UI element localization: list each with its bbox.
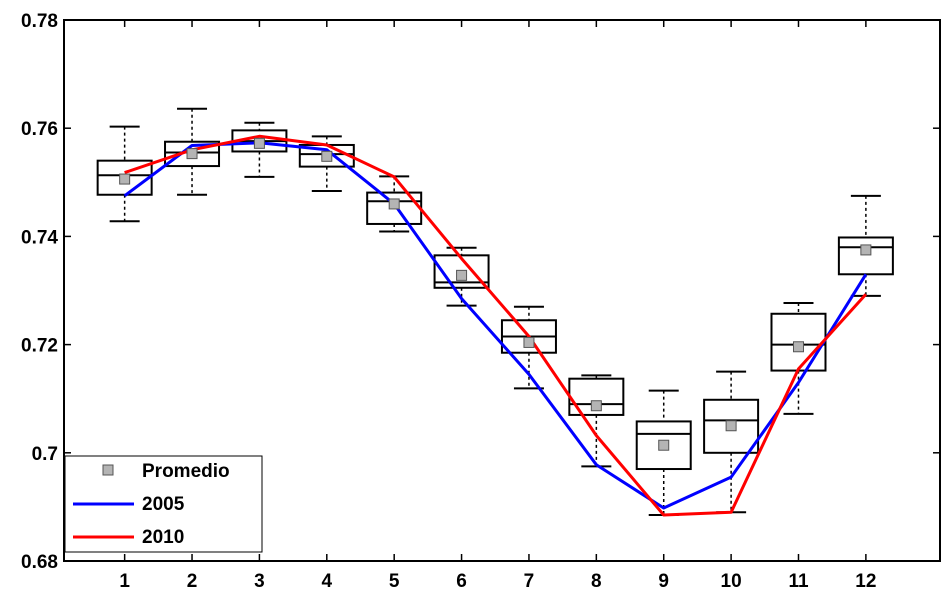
axes-frame bbox=[63, 19, 941, 562]
box-3 bbox=[231, 121, 288, 178]
mean-marker bbox=[388, 198, 400, 210]
x-tick-label: 1 bbox=[119, 571, 130, 592]
legend-2010-label: 2010 bbox=[142, 527, 184, 548]
mean-marker bbox=[792, 341, 804, 353]
box-iqr bbox=[703, 398, 760, 454]
x-tick-label: 10 bbox=[721, 571, 742, 592]
y-tick-label: 0.74 bbox=[21, 227, 58, 248]
y-tick-label: 0.76 bbox=[21, 119, 58, 140]
mean-marker bbox=[456, 269, 468, 281]
mean-marker bbox=[321, 150, 333, 162]
series-line-2010 bbox=[124, 134, 868, 517]
mean-marker bbox=[658, 439, 670, 451]
legend-promedio-marker bbox=[102, 464, 114, 476]
x-tick-label: 9 bbox=[658, 571, 669, 592]
y-tick-label: 0.68 bbox=[21, 552, 58, 573]
y-tick-label: 0.72 bbox=[21, 336, 58, 357]
mean-marker bbox=[253, 137, 265, 149]
mean-marker bbox=[860, 244, 872, 256]
box-12 bbox=[837, 194, 894, 297]
mean-marker bbox=[725, 420, 737, 432]
mean-marker bbox=[119, 173, 131, 185]
x-tick-label: 12 bbox=[855, 571, 876, 592]
box-8 bbox=[568, 374, 625, 468]
boxplots bbox=[96, 107, 894, 517]
x-tick-label: 3 bbox=[254, 571, 265, 592]
mean-marker bbox=[590, 400, 602, 412]
x-tick-label: 11 bbox=[788, 571, 809, 592]
box-iqr bbox=[837, 236, 894, 276]
x-tick-label: 4 bbox=[322, 571, 333, 592]
x-tick-label: 5 bbox=[389, 571, 400, 592]
x-tick-label: 8 bbox=[591, 571, 602, 592]
series-line-2005 bbox=[123, 141, 868, 510]
legend-2005-label: 2005 bbox=[142, 494, 185, 515]
x-tick-label: 6 bbox=[456, 571, 467, 592]
legend-promedio-label: Promedio bbox=[142, 461, 230, 482]
y-tick-label: 0.78 bbox=[21, 11, 58, 32]
mean-marker bbox=[523, 336, 535, 348]
y-tick-label: 0.7 bbox=[32, 444, 58, 465]
x-tick-label: 2 bbox=[187, 571, 198, 592]
x-tick-label: 7 bbox=[524, 571, 535, 592]
mean-markers bbox=[119, 137, 872, 451]
axis-ticks: 0.680.70.720.740.760.781 2 3 4 5 6 7 8 9 10 11 12 bbox=[21, 11, 940, 592]
mean-marker bbox=[186, 148, 198, 160]
box-10 bbox=[703, 370, 760, 514]
box-11 bbox=[770, 301, 827, 415]
legend: Promedio 2005 2010 bbox=[64, 455, 263, 553]
series-lines bbox=[123, 134, 868, 517]
